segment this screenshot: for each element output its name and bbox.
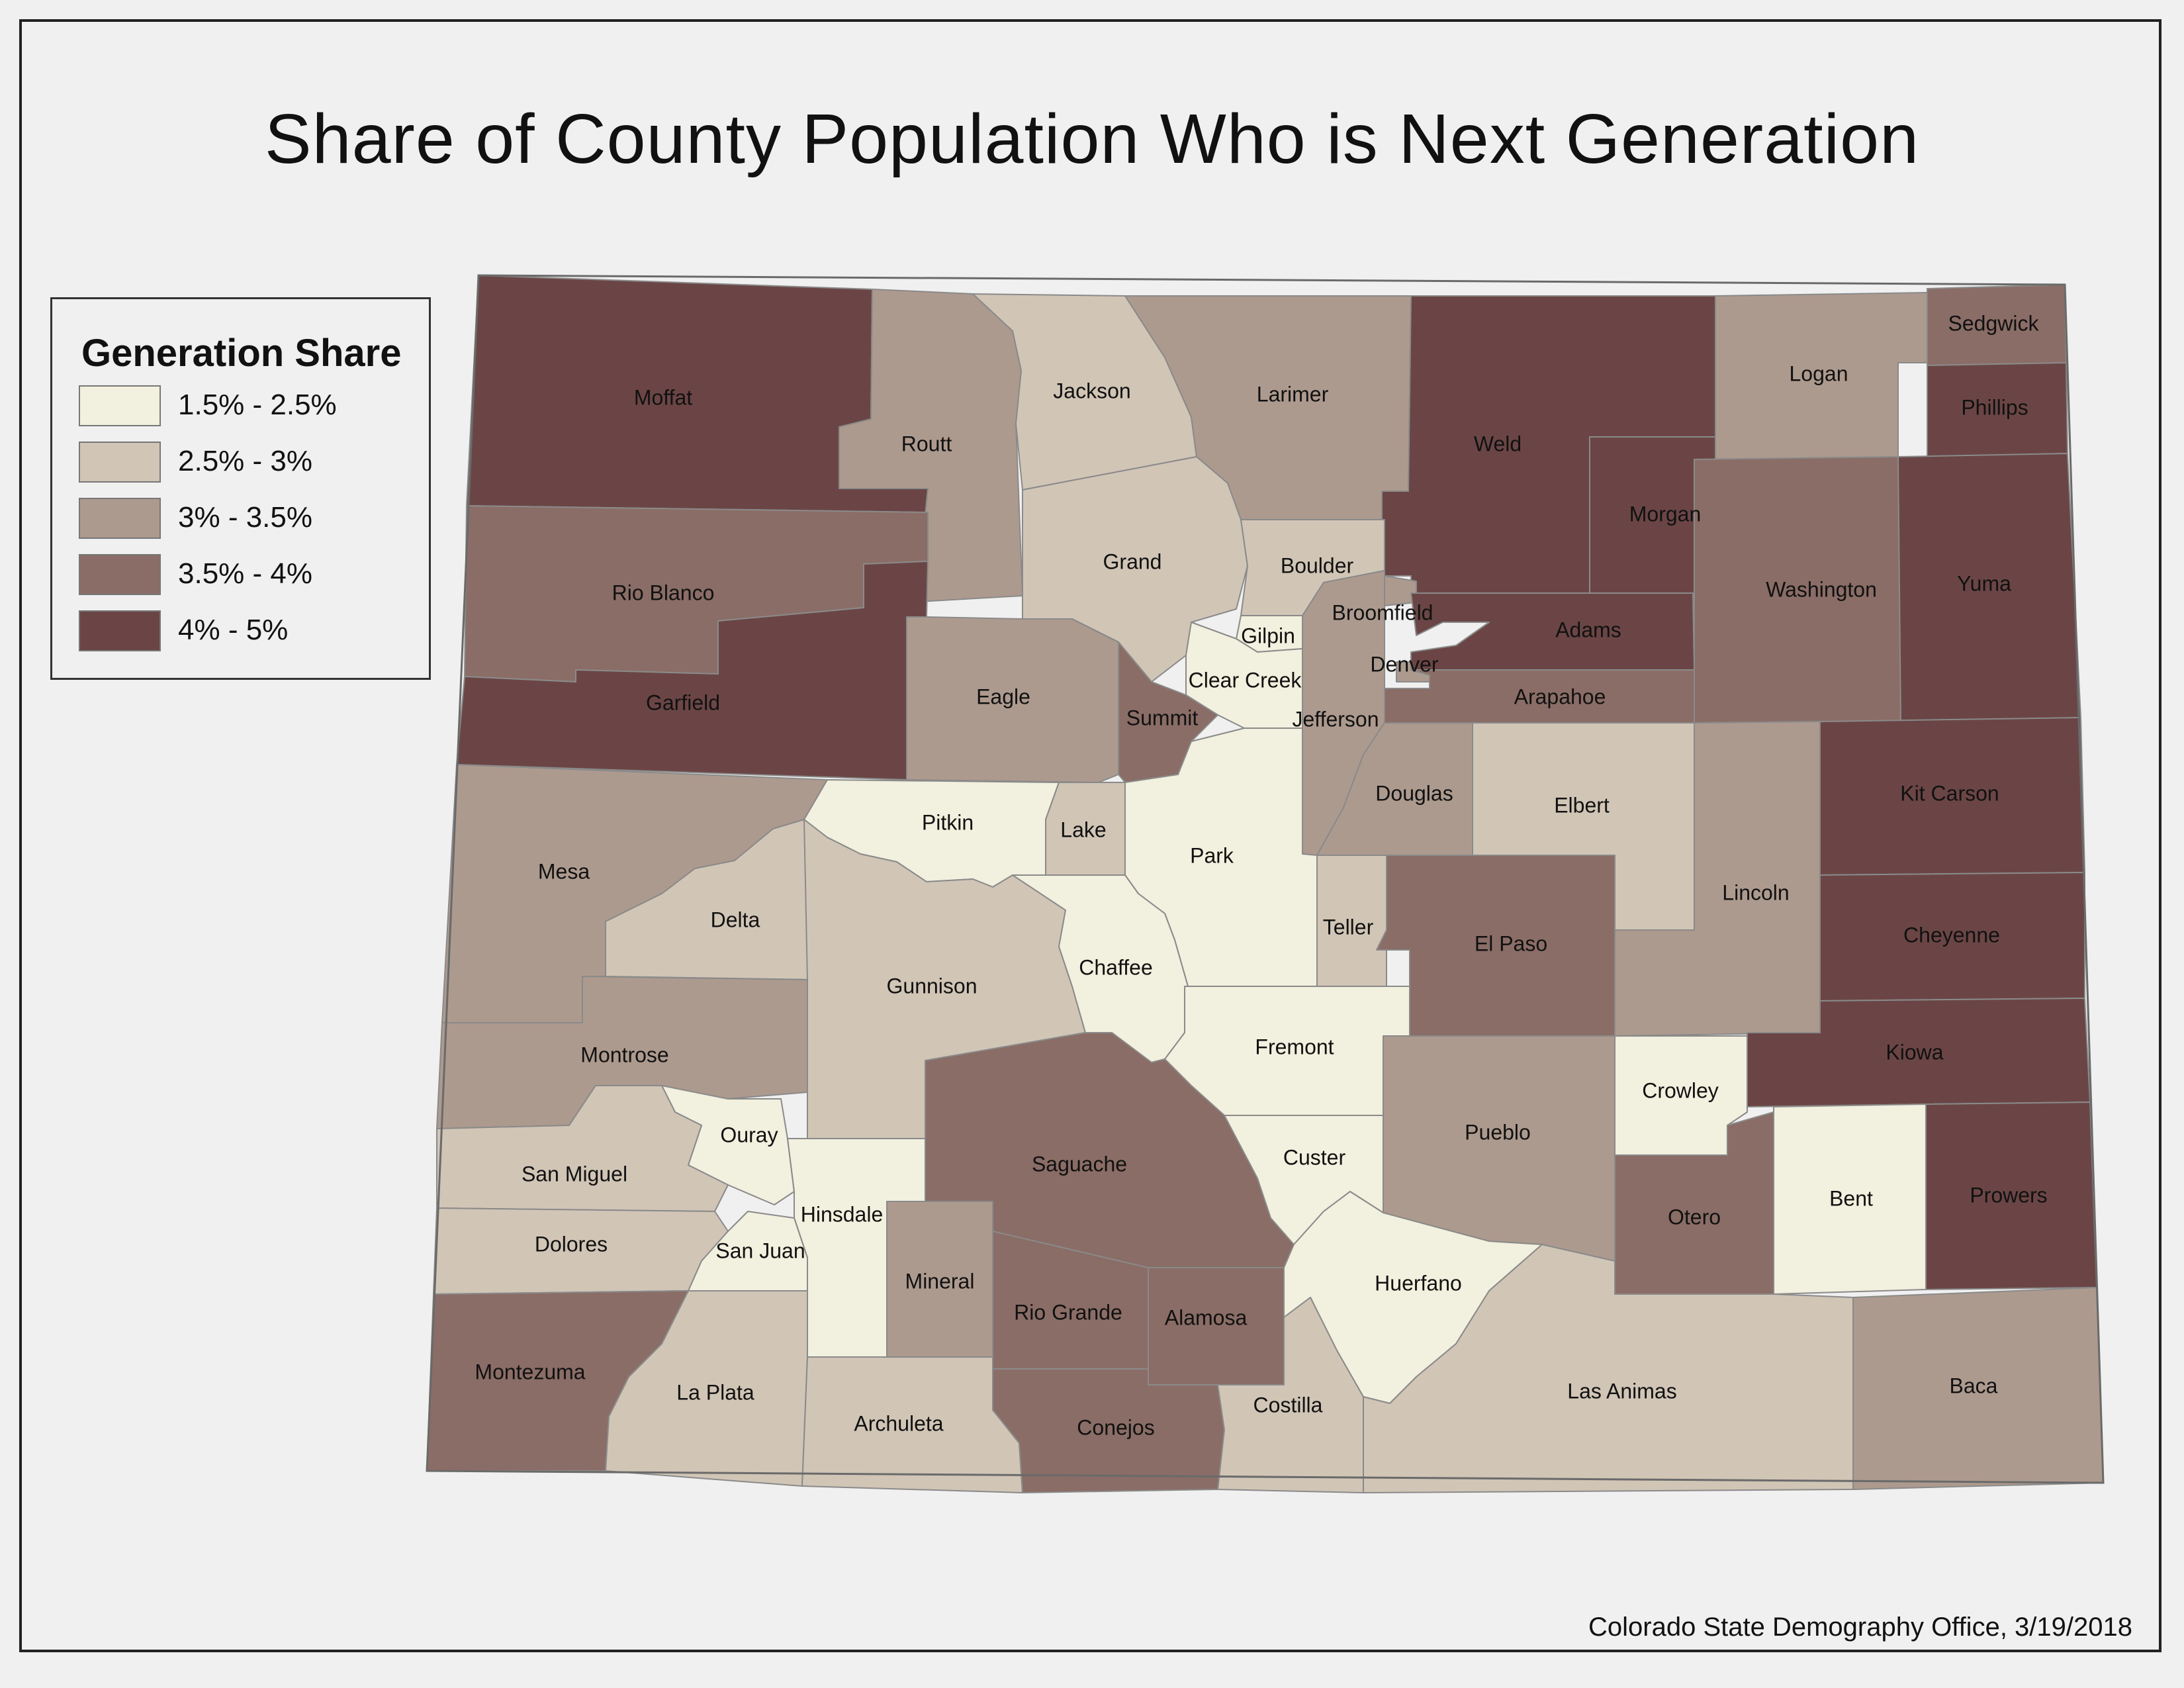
county-label-jefferson: Jefferson bbox=[1292, 707, 1379, 731]
county-label-lincoln: Lincoln bbox=[1722, 880, 1789, 904]
county-label-eagle: Eagle bbox=[976, 684, 1030, 708]
county-labels: Moffat Routt Jackson Larimer Weld Logan Sedgwi… bbox=[475, 311, 2047, 1439]
county-label-montrose: Montrose bbox=[580, 1043, 668, 1066]
legend-item: 4% - 5% bbox=[79, 610, 410, 654]
county-label-clear-creek: Clear Creek bbox=[1189, 668, 1302, 692]
county-label-washington: Washington bbox=[1766, 577, 1877, 601]
county-label-jackson: Jackson bbox=[1053, 379, 1130, 402]
county-label-saguache: Saguache bbox=[1032, 1152, 1127, 1176]
county-label-alamosa: Alamosa bbox=[1165, 1305, 1248, 1329]
county-label-broomfield: Broomfield bbox=[1332, 600, 1433, 624]
county-label-hinsdale: Hinsdale bbox=[801, 1202, 884, 1226]
county-label-summit: Summit bbox=[1126, 706, 1199, 729]
county-label-montezuma: Montezuma bbox=[475, 1360, 585, 1383]
legend-label: 3% - 3.5% bbox=[178, 501, 312, 534]
county-label-bent: Bent bbox=[1829, 1186, 1873, 1210]
legend: Generation Share 1.5% - 2.5% 2.5% - 3% 3… bbox=[50, 297, 431, 680]
legend-swatch bbox=[79, 498, 161, 539]
county-label-custer: Custer bbox=[1283, 1145, 1346, 1169]
county-label-gunnison: Gunnison bbox=[887, 974, 978, 998]
county-label-gilpin: Gilpin bbox=[1241, 624, 1295, 647]
county-label-arapahoe: Arapahoe bbox=[1514, 684, 1606, 708]
county-label-delta: Delta bbox=[711, 908, 760, 931]
county-label-denver: Denver bbox=[1370, 652, 1439, 676]
legend-label: 4% - 5% bbox=[178, 614, 289, 646]
county-label-huerfano: Huerfano bbox=[1375, 1271, 1462, 1295]
state-outline bbox=[426, 274, 2105, 1484]
county-label-chaffee: Chaffee bbox=[1079, 955, 1153, 979]
map-frame bbox=[19, 19, 2161, 1652]
county-label-larimer: Larimer bbox=[1257, 382, 1329, 406]
county-label-kit-carson: Kit Carson bbox=[1900, 781, 1999, 805]
county-adams bbox=[1410, 592, 1695, 671]
map-title: Share of County Population Who is Next G… bbox=[264, 100, 1920, 178]
county-la-plata bbox=[605, 1290, 808, 1487]
county-label-adams: Adams bbox=[1555, 618, 1621, 641]
county-label-routt: Routt bbox=[901, 432, 952, 455]
county-costilla bbox=[1217, 1297, 1364, 1493]
county-label-san-juan: San Juan bbox=[715, 1239, 805, 1262]
county-label-baca: Baca bbox=[1950, 1374, 1998, 1397]
county-label-morgan: Morgan bbox=[1629, 502, 1702, 526]
credit-text: Colorado State Demography Office, 3/19/2… bbox=[1588, 1613, 2132, 1642]
county-label-otero: Otero bbox=[1668, 1205, 1721, 1229]
county-label-rio-grande: Rio Grande bbox=[1014, 1300, 1122, 1324]
county-label-phillips: Phillips bbox=[1961, 395, 2028, 419]
county-label-sedgwick: Sedgwick bbox=[1948, 311, 2040, 335]
county-label-las-animas: Las Animas bbox=[1567, 1379, 1676, 1403]
county-label-yuma: Yuma bbox=[1957, 571, 2011, 595]
legend-label: 1.5% - 2.5% bbox=[178, 389, 337, 421]
county-shapes bbox=[426, 274, 2105, 1493]
legend-swatch bbox=[79, 610, 161, 651]
county-label-dolores: Dolores bbox=[535, 1232, 608, 1256]
county-label-boulder: Boulder bbox=[1281, 553, 1354, 577]
legend-title: Generation Share bbox=[81, 332, 402, 375]
county-label-prowers: Prowers bbox=[1970, 1183, 2047, 1207]
legend-item: 3.5% - 4% bbox=[79, 554, 410, 598]
county-label-logan: Logan bbox=[1790, 361, 1848, 385]
county-label-san-miguel: San Miguel bbox=[522, 1162, 627, 1186]
county-label-lake: Lake bbox=[1060, 818, 1106, 841]
county-label-grand: Grand bbox=[1103, 549, 1162, 573]
county-label-archuleta: Archuleta bbox=[854, 1411, 943, 1435]
legend-label: 2.5% - 3% bbox=[178, 445, 312, 477]
legend-swatch bbox=[79, 554, 161, 595]
legend-swatch bbox=[79, 442, 161, 483]
county-label-park: Park bbox=[1190, 843, 1234, 867]
legend-item: 1.5% - 2.5% bbox=[79, 385, 410, 429]
legend-item: 2.5% - 3% bbox=[79, 442, 410, 485]
legend-label: 3.5% - 4% bbox=[178, 557, 312, 590]
county-label-mineral: Mineral bbox=[905, 1269, 975, 1293]
county-label-moffat: Moffat bbox=[634, 385, 692, 409]
county-label-douglas: Douglas bbox=[1375, 781, 1453, 805]
county-label-garfield: Garfield bbox=[646, 690, 720, 714]
county-label-elbert: Elbert bbox=[1554, 793, 1610, 817]
county-label-rio-blanco: Rio Blanco bbox=[612, 581, 715, 604]
county-label-crowley: Crowley bbox=[1642, 1078, 1719, 1102]
county-label-teller: Teller bbox=[1323, 915, 1374, 939]
legend-swatch bbox=[79, 385, 161, 426]
county-label-ouray: Ouray bbox=[720, 1123, 778, 1147]
county-label-conejos: Conejos bbox=[1077, 1415, 1154, 1439]
county-label-pueblo: Pueblo bbox=[1465, 1120, 1531, 1144]
county-label-costilla: Costilla bbox=[1253, 1393, 1323, 1417]
county-label-cheyenne: Cheyenne bbox=[1903, 923, 2000, 947]
county-label-la-plata: La Plata bbox=[676, 1380, 754, 1404]
county-label-el-paso: El Paso bbox=[1475, 931, 1547, 955]
county-label-kiowa: Kiowa bbox=[1886, 1040, 1943, 1064]
legend-item: 3% - 3.5% bbox=[79, 498, 410, 541]
county-label-fremont: Fremont bbox=[1255, 1035, 1334, 1058]
county-label-mesa: Mesa bbox=[538, 859, 590, 883]
county-label-pitkin: Pitkin bbox=[922, 810, 974, 834]
county-label-weld: Weld bbox=[1474, 432, 1522, 455]
